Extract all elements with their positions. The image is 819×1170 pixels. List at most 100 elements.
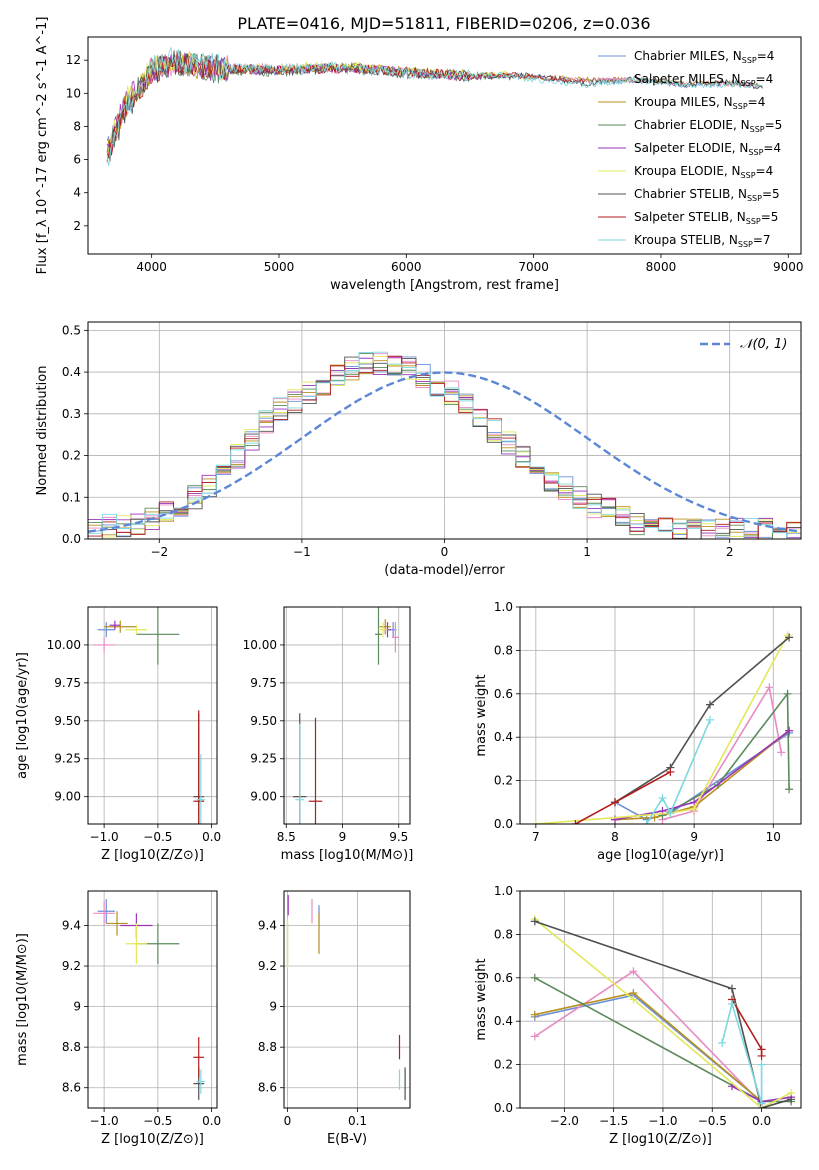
weight-line-salpeter-miles [662, 685, 782, 821]
y-tick-label: 0.6 [494, 971, 513, 985]
x-tick-label: −0.5 [698, 1114, 727, 1128]
residuals-legend: 𝒩(0, 1) [700, 337, 787, 352]
errorbar-salpeter-miles [93, 637, 115, 653]
hist-kroupa-stelib [88, 351, 801, 539]
x-tick-label: −1.0 [90, 1114, 119, 1128]
y-tick-label: 9.25 [250, 752, 277, 766]
weight-marker [629, 967, 638, 976]
weight-marker [531, 820, 540, 824]
x-axis-label: Z [log10(Z/Z⊙)] [101, 1132, 204, 1147]
errorbar-salpeter-miles [392, 622, 399, 653]
errorbar-salpeter-stelib [193, 1037, 205, 1078]
x-tick-label: 10 [766, 830, 781, 844]
errorbar-salpeter-stelib [308, 717, 323, 824]
x-tick-label: 0.0 [202, 830, 221, 844]
x-tick-label: 8.5 [277, 830, 296, 844]
x-tick-label: 4000 [136, 260, 167, 274]
weight_vs_age-plot-area [531, 631, 794, 824]
x-tick-label: −2.0 [550, 1114, 579, 1128]
weight-line-kroupa-elodie [534, 918, 792, 1108]
weight-line-kroupa-stelib [721, 1000, 763, 1104]
x-axis-label: Z [log10(Z/Z⊙)] [101, 848, 204, 863]
age_vs_Z-axes: −1.0 −0.5 0.0 9.00 9.25 9.50 9.75 10.00 Z [log10… [15, 606, 221, 863]
y-tick-label: 0.8 [494, 927, 513, 941]
spectrum-legend: Chabrier MILES, NSSP=4 Salpeter MILES, NS… [598, 49, 782, 249]
y-tick-label: 9.4 [62, 918, 81, 932]
spectrum-line-kroupa-stelib [106, 46, 764, 166]
axes-frame [87, 321, 802, 540]
weight_vs_Z-axes: −2.0 −1.5 −1.0 −0.5 0.0 0.0 0.2 0.4 0.6 0.8 1.0 Z [… [474, 884, 802, 1147]
y-tick-label: 9.75 [250, 676, 277, 690]
weight-line-kroupa-stelib [645, 719, 711, 824]
mass_vs_Z-plot-area [93, 899, 206, 1100]
errorbar-kroupa-stelib [295, 723, 305, 824]
x-tick-label: −1.0 [648, 1114, 677, 1128]
weight-marker [571, 820, 580, 824]
y-tick-label: 9.00 [54, 790, 81, 804]
weight-marker [757, 1060, 766, 1069]
errorbar-kroupa-miles [106, 911, 128, 936]
errorbar-chabrier-miles [97, 899, 115, 924]
errorbar-kroupa-stelib [196, 754, 206, 824]
x-tick-label: −2 [150, 545, 168, 559]
y-tick-label: 10.00 [243, 638, 277, 652]
weight-marker [765, 683, 774, 692]
weight-marker [705, 700, 714, 709]
weight-marker [757, 1051, 766, 1060]
mass_vs_ebv-plot-area [286, 895, 406, 1100]
y-tick-label: 0.4 [62, 365, 81, 379]
x-tick-label: 7 [532, 830, 540, 844]
y-tick-label: 9 [73, 1000, 81, 1014]
weight-line-chabrier-stelib [614, 636, 790, 803]
weight-line-chabrier-elodie [662, 691, 790, 817]
age_vs_mass-plot-area [293, 607, 399, 824]
mass_vs_Z-axes: −1.0 −0.5 0.0 8.6 8.8 9 9.2 9.4 Z [log10(Z/Z⊙)] m… [15, 890, 221, 1147]
y-tick-label: 9.50 [250, 714, 277, 728]
x-tick-label: 2 [726, 545, 734, 559]
x-tick-label: 7000 [518, 260, 549, 274]
axes-frame [519, 606, 802, 825]
errorbar-salpeter-miles [93, 901, 115, 926]
y-tick-label: 0.2 [62, 449, 81, 463]
x-tick-label: 8000 [646, 260, 677, 274]
weight-marker [658, 793, 667, 802]
weight-marker [642, 820, 651, 824]
axes-frame [283, 890, 411, 1109]
weight-marker [610, 798, 619, 807]
y-tick-label: 0.2 [494, 1058, 513, 1072]
y-tick-label: 0.0 [62, 532, 81, 546]
y-tick-label: 0.2 [494, 774, 513, 788]
x-tick-label: 9 [339, 830, 347, 844]
y-tick-label: 4 [73, 186, 81, 200]
y-tick-label: 10 [66, 86, 81, 100]
weight-marker [530, 1032, 539, 1041]
y-tick-label: 9.00 [250, 790, 277, 804]
weight-marker [777, 748, 786, 757]
y-tick-label: 0.5 [62, 323, 81, 337]
x-axis-label: wavelength [Angstrom, rest frame] [330, 278, 559, 293]
errorbar-kroupa-elodie [125, 625, 148, 635]
residuals-plot-area [88, 351, 801, 539]
y-axis-label: mass weight [474, 958, 489, 1040]
axes-frame [519, 890, 802, 1109]
y-tick-label: 0.8 [494, 643, 513, 657]
legend-label: Salpeter STELIB, NSSP=5 [634, 210, 778, 226]
axes-frame [283, 606, 411, 825]
x-tick-label: −0.5 [143, 830, 172, 844]
y-tick-label: 0.1 [62, 490, 81, 504]
legend-label: Salpeter MILES, NSSP=4 [634, 72, 773, 88]
age_vs_mass-axes: 8.5 9 9.5 9.00 9.25 9.50 9.75 10.00 mass [log10(… [243, 606, 413, 863]
weight-marker [785, 633, 794, 642]
x-tick-label: 8 [611, 830, 619, 844]
normal-curve [88, 371, 801, 533]
spectrum-axes: 4000 5000 6000 7000 8000 9000 2 4 6 8 10 12 waveleng… [35, 17, 804, 293]
x-tick-label: 1 [583, 545, 591, 559]
legend-label: Kroupa STELIB, NSSP=7 [634, 233, 771, 249]
y-tick-label: 8.8 [62, 1040, 81, 1054]
weight-marker [666, 809, 675, 818]
x-tick-label: 0.0 [752, 1114, 771, 1128]
x-tick-label: 0.0 [202, 1114, 221, 1128]
weight-marker [727, 984, 736, 993]
y-tick-label: 0.4 [494, 730, 513, 744]
